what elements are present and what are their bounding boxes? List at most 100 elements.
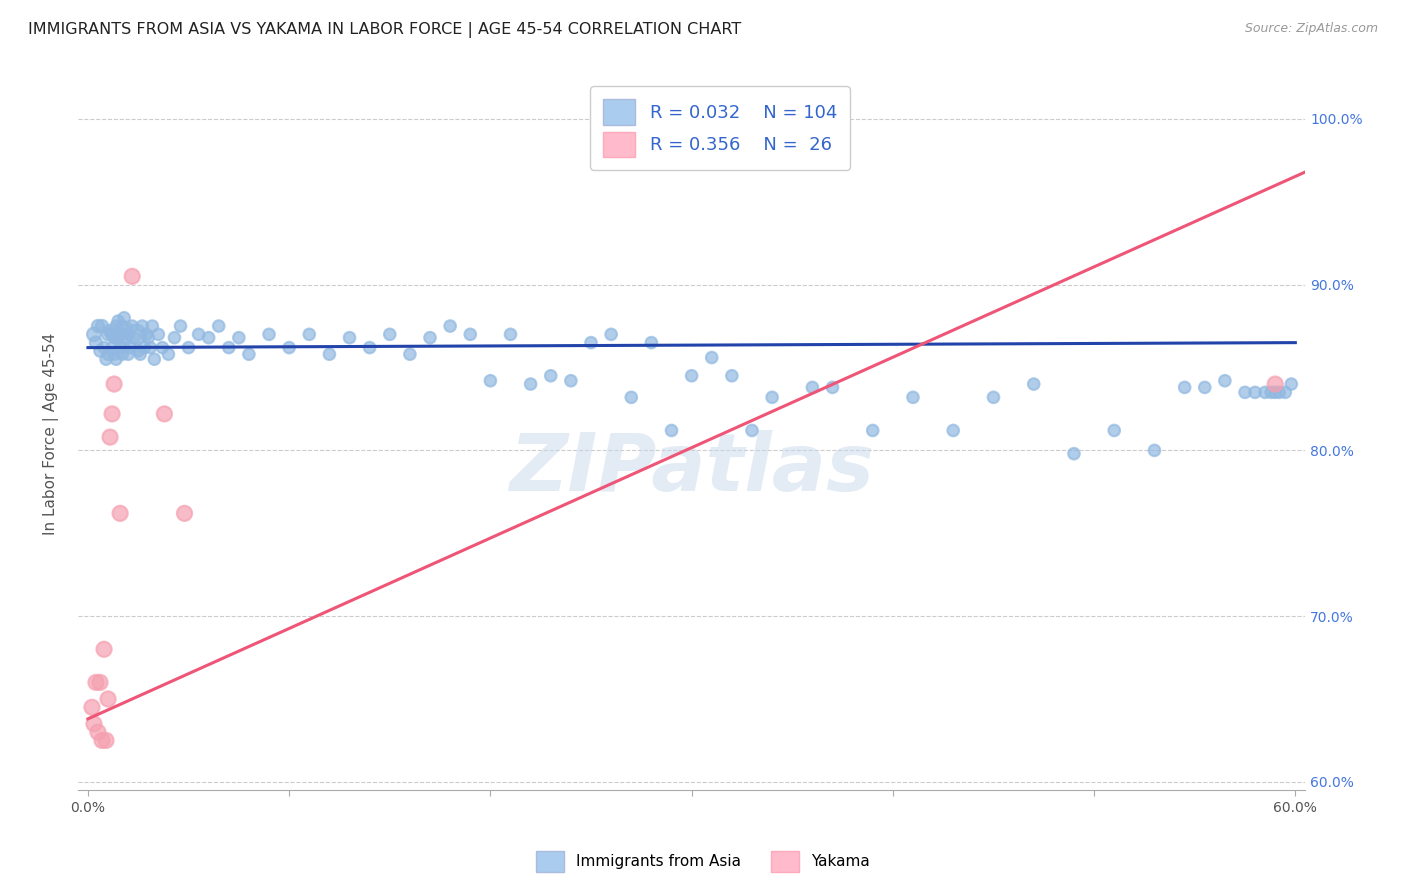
Point (208, 319, 231, 334)
Point (1063, 447, 1085, 461)
Point (177, 341, 200, 355)
Point (97, 327, 120, 342)
Point (318, 347, 340, 361)
Point (87, 725, 110, 739)
Point (218, 341, 240, 355)
Point (107, 314, 129, 328)
Point (661, 424, 683, 438)
Point (499, 327, 522, 342)
Point (122, 331, 145, 345)
Point (131, 319, 153, 334)
Point (139, 341, 162, 355)
Point (89, 343, 111, 358)
Point (105, 352, 128, 367)
Point (359, 341, 381, 355)
Point (238, 347, 260, 361)
Point (761, 390, 783, 404)
Point (298, 327, 321, 342)
Point (121, 269, 143, 284)
Point (439, 319, 461, 334)
Point (103, 347, 125, 361)
Point (94, 733, 117, 747)
Text: IMMIGRANTS FROM ASIA VS YAKAMA IN LABOR FORCE | AGE 45-54 CORRELATION CHART: IMMIGRANTS FROM ASIA VS YAKAMA IN LABOR … (28, 22, 741, 38)
Point (115, 320, 138, 334)
Point (1234, 385, 1257, 400)
Point (1143, 443, 1166, 458)
Point (127, 343, 149, 358)
Point (1174, 380, 1197, 394)
Point (91, 319, 114, 334)
Text: Source: ZipAtlas.com: Source: ZipAtlas.com (1244, 22, 1378, 36)
Point (93, 341, 115, 355)
Point (399, 347, 422, 361)
Point (108, 341, 131, 355)
Point (519, 377, 541, 392)
Point (148, 327, 170, 342)
Point (901, 390, 924, 404)
Point (80, 700, 103, 714)
Point (150, 341, 173, 355)
Point (91, 733, 114, 747)
Point (419, 331, 441, 345)
Point (187, 327, 209, 342)
Point (117, 347, 139, 361)
Point (120, 341, 142, 355)
Point (640, 335, 662, 350)
Point (125, 327, 148, 342)
Point (121, 319, 143, 334)
Point (579, 335, 602, 350)
Point (197, 331, 219, 345)
Point (98, 430, 121, 444)
Y-axis label: In Labor Force | Age 45-54: In Labor Force | Age 45-54 (44, 333, 59, 535)
Point (108, 327, 131, 342)
Point (107, 331, 129, 345)
Point (89, 675, 111, 690)
Point (129, 347, 152, 361)
Point (1260, 385, 1282, 400)
Legend: R = 0.032    N = 104, R = 0.356    N =  26: R = 0.032 N = 104, R = 0.356 N = 26 (591, 87, 849, 170)
Point (257, 327, 280, 342)
Point (157, 347, 180, 361)
Point (103, 377, 125, 392)
Point (94, 352, 117, 367)
Point (83, 716, 105, 731)
Point (84, 675, 107, 690)
Point (458, 327, 481, 342)
Point (98, 324, 121, 338)
Point (101, 407, 124, 421)
Point (942, 424, 965, 438)
Point (153, 407, 176, 421)
Point (228, 331, 250, 345)
Point (479, 374, 502, 388)
Point (681, 368, 703, 383)
Point (1254, 385, 1277, 400)
Point (83, 327, 105, 342)
Point (101, 327, 124, 342)
Point (721, 368, 744, 383)
Point (620, 390, 643, 404)
Point (540, 368, 562, 383)
Point (84, 335, 107, 350)
Point (108, 507, 131, 521)
Point (339, 331, 361, 345)
Point (1194, 380, 1216, 394)
Point (983, 390, 1005, 404)
Point (862, 424, 884, 438)
Point (700, 351, 723, 365)
Point (1279, 377, 1302, 392)
Point (117, 327, 139, 342)
Point (97, 692, 120, 706)
Point (97, 347, 120, 361)
Point (111, 347, 134, 361)
Point (101, 341, 124, 355)
Point (173, 507, 195, 521)
Point (821, 380, 844, 394)
Point (93, 642, 115, 657)
Point (136, 331, 159, 345)
Point (163, 331, 186, 345)
Point (143, 352, 166, 367)
Point (1022, 377, 1045, 392)
Point (111, 319, 134, 334)
Point (87, 319, 110, 334)
Point (112, 341, 135, 355)
